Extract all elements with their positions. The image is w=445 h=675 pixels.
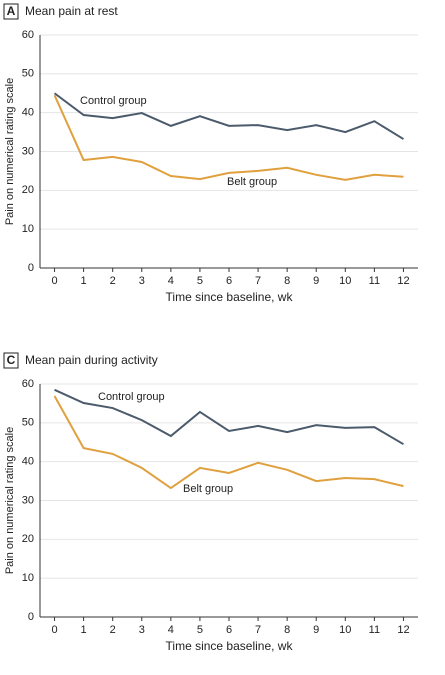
y-tick-label: 30 <box>22 145 34 157</box>
x-tick-label: 8 <box>284 624 290 636</box>
y-tick-label: 0 <box>28 611 34 623</box>
y-axis-label: Pain on numerical rating scale <box>4 78 16 225</box>
y-tick-label: 60 <box>22 378 34 390</box>
y-tick-label: 40 <box>22 456 34 468</box>
x-axis-label: Time since baseline, wk <box>166 290 294 304</box>
x-tick-label: 1 <box>81 275 87 287</box>
x-tick-label: 8 <box>284 275 290 287</box>
y-tick-label: 20 <box>22 184 34 196</box>
y-tick-label: 50 <box>22 68 34 80</box>
x-tick-label: 7 <box>255 624 261 636</box>
y-tick-label: 0 <box>28 262 34 274</box>
chart-title: Mean pain during activity <box>25 353 158 367</box>
x-tick-label: 5 <box>197 624 203 636</box>
x-tick-label: 10 <box>339 275 351 287</box>
x-tick-label: 6 <box>226 624 232 636</box>
x-tick-label: 4 <box>168 275 174 287</box>
x-tick-label: 9 <box>313 275 319 287</box>
y-tick-label: 50 <box>22 417 34 429</box>
line <box>53 92 404 140</box>
series-label: Belt group <box>183 483 233 495</box>
x-tick-label: 11 <box>369 275 380 287</box>
x-tick-label: 2 <box>110 624 116 636</box>
panel-box <box>3 352 19 369</box>
panel-label: A <box>7 4 16 18</box>
x-tick-label: 0 <box>51 275 57 287</box>
y-tick-label: 60 <box>22 29 34 41</box>
line <box>54 388 404 446</box>
x-axis-label: Time since baseline, wk <box>166 639 294 653</box>
line <box>53 395 404 490</box>
x-tick-label: 3 <box>139 624 145 636</box>
x-tick-label: 0 <box>51 624 57 636</box>
panel-box <box>3 3 19 20</box>
x-tick-label: 12 <box>397 275 409 287</box>
series-label: Control group <box>98 391 165 403</box>
chart-title: Mean pain at rest <box>25 4 118 18</box>
x-tick-label: 10 <box>339 624 351 636</box>
x-tick-label: 12 <box>397 624 409 636</box>
line <box>53 94 404 181</box>
y-tick-label: 40 <box>22 107 34 119</box>
x-tick-label: 2 <box>110 275 116 287</box>
x-tick-label: 3 <box>139 275 145 287</box>
y-tick-label: 30 <box>22 494 34 506</box>
series-label: Belt group <box>227 176 277 188</box>
x-tick-label: 4 <box>168 624 174 636</box>
panel-label: C <box>7 353 16 367</box>
y-tick-label: 10 <box>22 572 34 584</box>
x-tick-label: 7 <box>255 275 261 287</box>
y-tick-label: 20 <box>22 533 34 545</box>
x-tick-label: 5 <box>197 275 203 287</box>
y-tick-label: 10 <box>22 223 34 235</box>
x-tick-label: 1 <box>81 624 87 636</box>
x-tick-label: 11 <box>369 624 380 636</box>
series-label: Control group <box>80 95 147 107</box>
x-tick-label: 6 <box>226 275 232 287</box>
x-tick-label: 9 <box>313 624 319 636</box>
y-axis-label: Pain on numerical rating scale <box>4 427 16 574</box>
